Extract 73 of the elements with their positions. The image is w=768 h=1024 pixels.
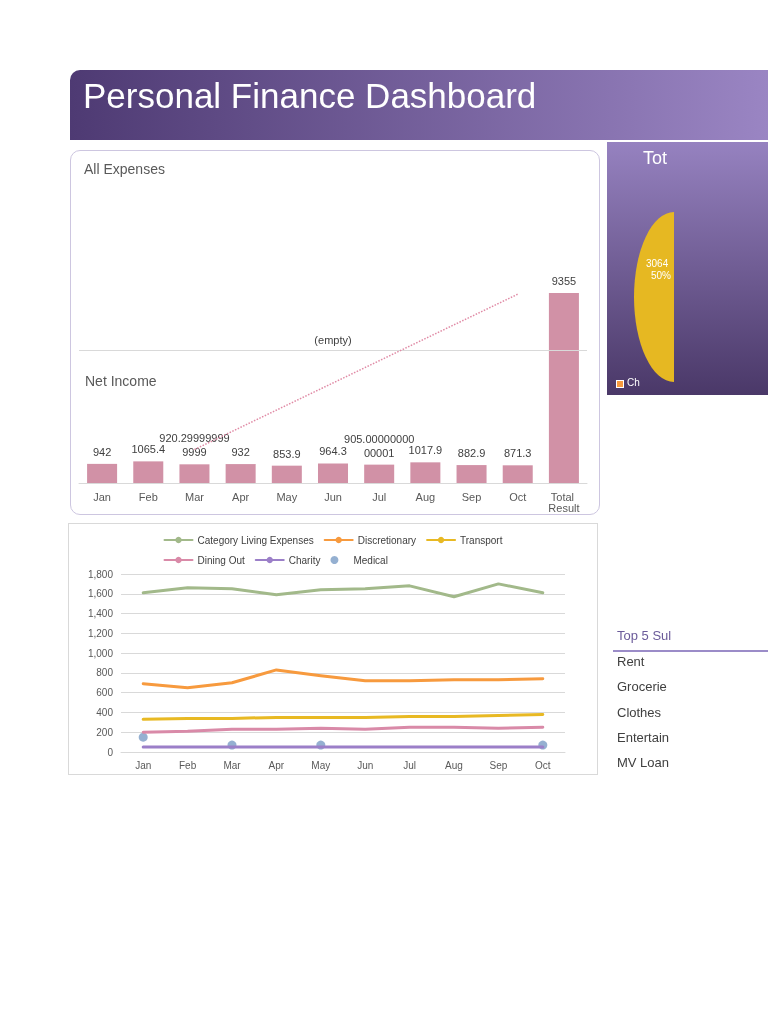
ref-line-label: (empty) — [314, 333, 352, 346]
x-tick-label: Mar — [184, 490, 205, 503]
y-tick-label: 400 — [96, 706, 114, 718]
x-tick-label: May — [311, 759, 331, 771]
x-tick-label: Jul — [403, 759, 416, 771]
bar — [456, 465, 487, 483]
y-tick-label: 1,400 — [87, 608, 114, 620]
text: Tot — [643, 148, 668, 169]
text: Grocerie — [617, 679, 667, 695]
line-series — [141, 668, 545, 690]
text: MV Loan — [617, 755, 670, 771]
x-tick-label: Jan — [135, 759, 152, 771]
x-tick-label: Total Result — [548, 490, 580, 514]
text: 3064 — [646, 258, 669, 269]
text: Personal Finance Dashboard — [83, 76, 537, 116]
x-tick-label: Apr — [268, 759, 285, 771]
x-tick-label: Oct — [535, 759, 551, 771]
x-tick-label: Jun — [357, 759, 374, 771]
y-tick-label: 1,800 — [87, 568, 114, 580]
y-tick-label: 200 — [96, 726, 114, 738]
text: Net Income — [85, 373, 157, 389]
bar — [502, 465, 533, 483]
data-label: 9355 — [551, 275, 577, 288]
bar — [225, 464, 256, 483]
legend-label: Charity — [288, 554, 321, 566]
x-tick-label: Feb — [178, 759, 197, 771]
bar — [317, 463, 349, 483]
y-tick-label: 600 — [96, 687, 114, 699]
legend-label: Medical — [353, 554, 388, 566]
x-tick-label: Sep — [461, 490, 482, 503]
bar — [87, 463, 118, 483]
text: Clothes — [617, 704, 662, 720]
x-tick-label: Jan — [93, 490, 111, 503]
x-tick-label: Apr — [232, 490, 250, 503]
y-tick-label: 1,200 — [87, 627, 114, 639]
data-label: 964.3 — [319, 445, 347, 458]
x-tick-label: Jul — [372, 490, 387, 503]
x-tick-label: Sep — [489, 759, 508, 771]
text: Ch — [627, 377, 640, 388]
data-label: 882.9 — [457, 447, 486, 460]
y-tick-label: 0 — [107, 746, 114, 758]
bar — [179, 464, 210, 483]
text: All Expenses — [84, 161, 165, 177]
line-series — [141, 582, 545, 599]
data-label: 1017.9 — [408, 444, 443, 457]
bar — [410, 462, 441, 483]
bar — [271, 465, 302, 483]
bar — [364, 464, 395, 483]
x-tick-label: Aug — [445, 759, 463, 771]
data-label: 871.3 — [503, 447, 532, 460]
bar — [548, 293, 579, 483]
x-tick-label: Mar — [223, 759, 242, 771]
text: Entertain — [617, 729, 670, 745]
legend-label: Discretionary — [357, 534, 417, 546]
text: Top 5 Sul — [617, 628, 672, 643]
data-label: 942 — [92, 445, 112, 458]
y-tick-label: 800 — [96, 667, 114, 679]
legend-label: Dining Out — [197, 554, 245, 566]
x-tick-label: Jun — [324, 490, 342, 503]
y-tick-label: 1,600 — [87, 588, 114, 600]
legend-label: Category Living Expenses — [197, 534, 314, 546]
x-tick-label: Oct — [509, 490, 527, 503]
x-tick-label: May — [276, 490, 298, 503]
text: Rent — [617, 654, 645, 669]
text: 50% — [651, 270, 672, 281]
data-label: 853.9 — [273, 447, 301, 460]
data-label: 1065.4 — [131, 443, 166, 456]
bar — [133, 461, 164, 483]
y-tick-label: 1,000 — [87, 647, 114, 659]
x-tick-label: Aug — [415, 490, 436, 503]
data-label: 932 — [231, 446, 250, 459]
x-tick-label: Feb — [138, 490, 158, 503]
legend-label: Transport — [460, 534, 503, 546]
